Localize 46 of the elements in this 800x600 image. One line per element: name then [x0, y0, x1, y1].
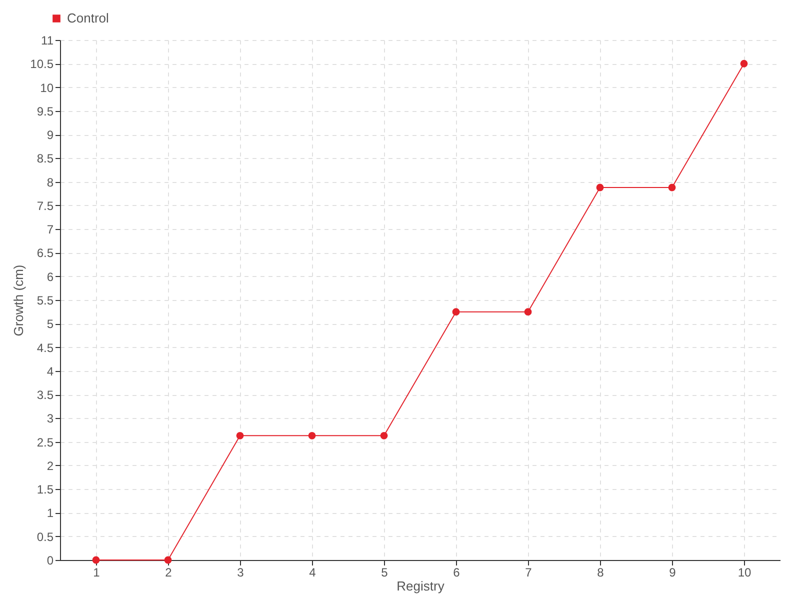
x-tick-label: 4 [309, 566, 316, 580]
point [740, 60, 748, 68]
y-tick-label: 11 [41, 34, 54, 48]
y-axis-title: Growth (cm) [11, 264, 26, 336]
y-tick-label: 1.5 [36, 482, 54, 497]
point [452, 308, 460, 316]
legend-label: Control [67, 10, 110, 26]
x-tick-label: 1 [93, 566, 100, 580]
y-tick-label: 8 [46, 175, 54, 190]
point [668, 184, 676, 192]
y-tick-label: 9.5 [36, 104, 54, 118]
point [236, 432, 244, 440]
y-tick-label: 2.5 [36, 435, 54, 450]
point [92, 556, 100, 564]
y-tick-label: 0 [46, 554, 54, 568]
y-tick-label: 7.5 [36, 198, 54, 213]
point [524, 308, 532, 316]
x-tick-label: 8 [597, 566, 604, 580]
y-tick-label: 3 [46, 412, 54, 426]
point [596, 184, 604, 192]
y-tick-label: 6 [46, 270, 54, 284]
x-tick-label: 6 [453, 566, 460, 580]
x-tick-label: 2 [165, 566, 172, 580]
y-tick-label: 10 [40, 80, 54, 95]
x-axis-title: Registry [396, 578, 445, 594]
y-tick-label: 9 [46, 128, 54, 142]
y-tick-label: 8.5 [36, 152, 54, 166]
y-tick-label: 5 [46, 317, 54, 332]
y-tick-label: 6.5 [36, 246, 54, 260]
point [380, 432, 388, 440]
x-tick-label: 5 [381, 566, 388, 580]
x-tick-label: 7 [525, 566, 532, 580]
y-tick-label: 10.5 [30, 57, 54, 72]
x-tick-label: 3 [237, 566, 244, 580]
y-tick-label: 7 [46, 222, 54, 237]
y-tick-label: 2 [46, 458, 54, 473]
y-tick-label: 0.5 [36, 530, 54, 544]
y-tick-label: 4.5 [36, 340, 54, 355]
y-tick-label: 1 [46, 506, 54, 520]
y-tick-label: 3.5 [36, 388, 54, 402]
x-tick-label: 9 [669, 566, 676, 580]
x-tick-label: 10 [738, 566, 752, 580]
point [164, 556, 172, 564]
y-tick-label: 5.5 [36, 294, 54, 308]
point [308, 432, 316, 440]
y-tick-label: 4 [46, 364, 54, 378]
